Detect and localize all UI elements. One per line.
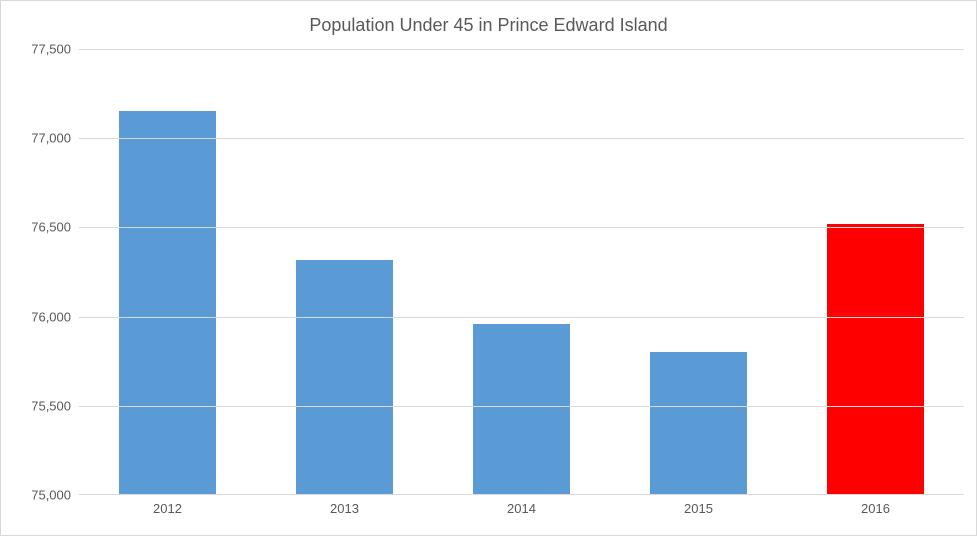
gridline: [79, 227, 964, 228]
y-axis: 75,00075,50076,00076,50077,00077,500: [13, 49, 79, 495]
bar: [296, 260, 393, 495]
plot-area: [79, 49, 964, 495]
bar-slot: [787, 49, 964, 495]
x-tick-label: 2013: [256, 495, 433, 523]
bar: [650, 352, 747, 495]
x-tick-label: 2014: [433, 495, 610, 523]
bar-slot: [256, 49, 433, 495]
x-tick-label: 2016: [787, 495, 964, 523]
chart-container: Population Under 45 in Prince Edward Isl…: [0, 0, 977, 536]
bar-slot: [79, 49, 256, 495]
gridline: [79, 317, 964, 318]
bar-slot: [433, 49, 610, 495]
bars-container: [79, 49, 964, 495]
y-tick-label: 75,500: [31, 398, 71, 413]
bar: [119, 111, 216, 495]
x-tick-label: 2015: [610, 495, 787, 523]
y-tick-label: 75,000: [31, 488, 71, 503]
y-tick-label: 77,500: [31, 42, 71, 57]
bar-slot: [610, 49, 787, 495]
gridline: [79, 49, 964, 50]
plot-wrap: 75,00075,50076,00076,50077,00077,500 201…: [13, 49, 964, 523]
x-tick-label: 2012: [79, 495, 256, 523]
bar: [473, 324, 570, 495]
x-axis: 20122013201420152016: [79, 495, 964, 523]
gridline: [79, 406, 964, 407]
chart-title: Population Under 45 in Prince Edward Isl…: [13, 15, 964, 36]
bar: [827, 224, 924, 495]
y-tick-label: 76,000: [31, 309, 71, 324]
y-tick-label: 76,500: [31, 220, 71, 235]
gridline: [79, 138, 964, 139]
y-tick-label: 77,000: [31, 131, 71, 146]
